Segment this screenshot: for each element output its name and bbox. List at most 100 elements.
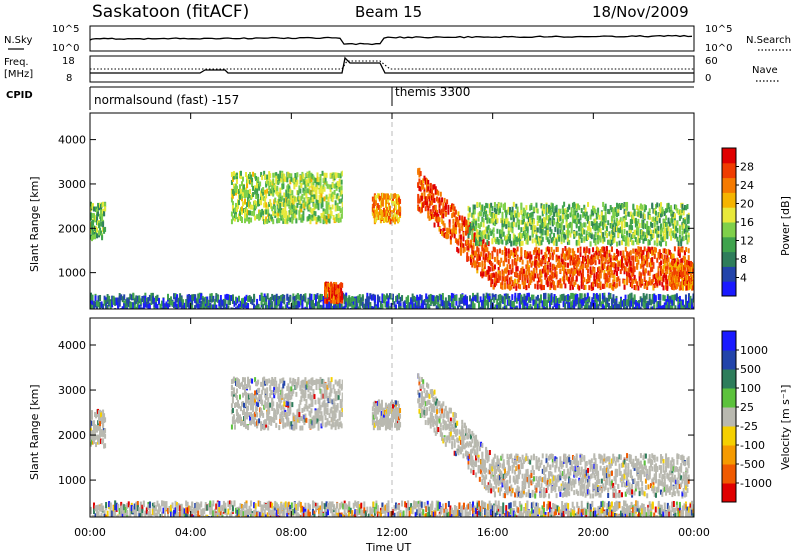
- scatter-cell: [300, 182, 303, 188]
- scatter-cell: [600, 220, 603, 226]
- scatter-cell: [352, 296, 355, 303]
- scatter-cell: [647, 304, 650, 309]
- scatter-cell: [646, 250, 649, 256]
- scatter-cell: [608, 270, 611, 276]
- scatter-cell: [637, 285, 640, 291]
- scatter-cell: [584, 255, 587, 261]
- scatter-cell: [355, 296, 358, 303]
- scatter-cell: [624, 259, 627, 265]
- scatter-cell: [486, 233, 489, 239]
- scatter-cell: [386, 193, 389, 199]
- scatter-cell: [628, 225, 631, 231]
- scatter-cell: [626, 239, 629, 245]
- scatter-cell: [487, 232, 490, 238]
- scatter-cell: [302, 210, 305, 216]
- scatter-cell: [545, 272, 548, 278]
- scatter-cell: [287, 198, 290, 204]
- scatter-cell: [520, 298, 523, 305]
- scatter-cell: [495, 209, 498, 215]
- scatter-cell: [661, 206, 664, 212]
- scatter-cell: [251, 177, 254, 183]
- scatter-cell: [600, 267, 603, 273]
- scatter-cell: [590, 254, 593, 260]
- scatter-cell: [497, 239, 500, 245]
- nsky-trace: [89, 34, 693, 46]
- scatter-cell: [641, 250, 644, 256]
- scatter-cell: [434, 296, 437, 303]
- scatter-cell: [657, 232, 660, 238]
- scatter-cell: [677, 250, 680, 256]
- scatter-cell: [600, 216, 603, 222]
- scatter-cell: [628, 272, 631, 278]
- scatter-cell: [569, 281, 572, 287]
- scatter-cell: [610, 262, 613, 268]
- scatter-cell: [325, 285, 328, 291]
- scatter-cell: [253, 293, 256, 300]
- scatter-cell: [449, 295, 452, 302]
- scatter-cell: [380, 211, 383, 217]
- scatter-cell: [515, 240, 518, 246]
- scatter-cell: [626, 261, 629, 267]
- scatter-cell: [522, 231, 525, 237]
- scatter-cell: [313, 293, 316, 300]
- scatter-cell: [569, 254, 572, 260]
- scatter-cell: [623, 269, 626, 275]
- scatter-cell: [532, 276, 535, 282]
- scatter-cell: [480, 251, 483, 257]
- scatter-cell: [340, 305, 343, 309]
- scatter-cell: [563, 201, 566, 207]
- scatter-cell: [638, 238, 641, 244]
- scatter-cell: [443, 302, 446, 309]
- scatter-cell: [498, 248, 501, 254]
- scatter-cell: [546, 231, 549, 237]
- scatter-cell: [634, 229, 637, 235]
- scatter-cell: [681, 247, 684, 253]
- scatter-cell: [341, 170, 344, 176]
- scatter-cell: [280, 215, 283, 221]
- scatter-cell: [574, 260, 577, 266]
- scatter-cell: [248, 193, 251, 199]
- scatter-cell: [275, 172, 278, 178]
- scatter-cell: [310, 172, 313, 178]
- scatter-cell: [247, 303, 250, 309]
- scatter-cell: [227, 299, 230, 306]
- scatter-cell: [532, 224, 535, 230]
- scatter-cell: [555, 303, 558, 309]
- scatter-cell: [548, 208, 551, 214]
- scatter-cell: [668, 303, 671, 309]
- scatter-cell: [261, 188, 264, 194]
- scatter-cell: [626, 280, 629, 286]
- scatter-cell: [579, 297, 582, 304]
- scatter-cell: [592, 205, 595, 211]
- scatter-cell: [545, 247, 548, 253]
- scatter-cell: [252, 185, 255, 191]
- scatter-cell: [639, 234, 642, 240]
- scatter-cell: [604, 230, 607, 236]
- scatter-cell: [304, 201, 307, 207]
- scatter-cell: [530, 276, 533, 282]
- scatter-cell: [612, 230, 615, 236]
- scatter-cell: [441, 197, 444, 203]
- scatter-cell: [608, 209, 611, 215]
- scatter-cell: [473, 294, 476, 301]
- scatter-cell: [230, 211, 233, 217]
- scatter-cell: [454, 222, 457, 228]
- scatter-cell: [603, 295, 606, 302]
- scatter-cell: [635, 300, 638, 307]
- scatter-cell: [482, 271, 485, 277]
- scatter-cell: [298, 294, 301, 301]
- scatter-cell: [262, 306, 265, 309]
- scatter-cell: [589, 214, 592, 220]
- scatter-cell: [452, 218, 455, 224]
- scatter-cell: [544, 222, 547, 228]
- scatter-cell: [189, 299, 192, 306]
- scatter-cell: [338, 187, 341, 193]
- scatter-cell: [174, 293, 177, 300]
- scatter-cell: [496, 255, 499, 261]
- scatter-cell: [248, 210, 251, 216]
- scatter-cell: [471, 212, 474, 218]
- scatter-cell: [635, 304, 638, 309]
- scatter-cell: [274, 184, 277, 190]
- scatter-cell: [564, 233, 567, 239]
